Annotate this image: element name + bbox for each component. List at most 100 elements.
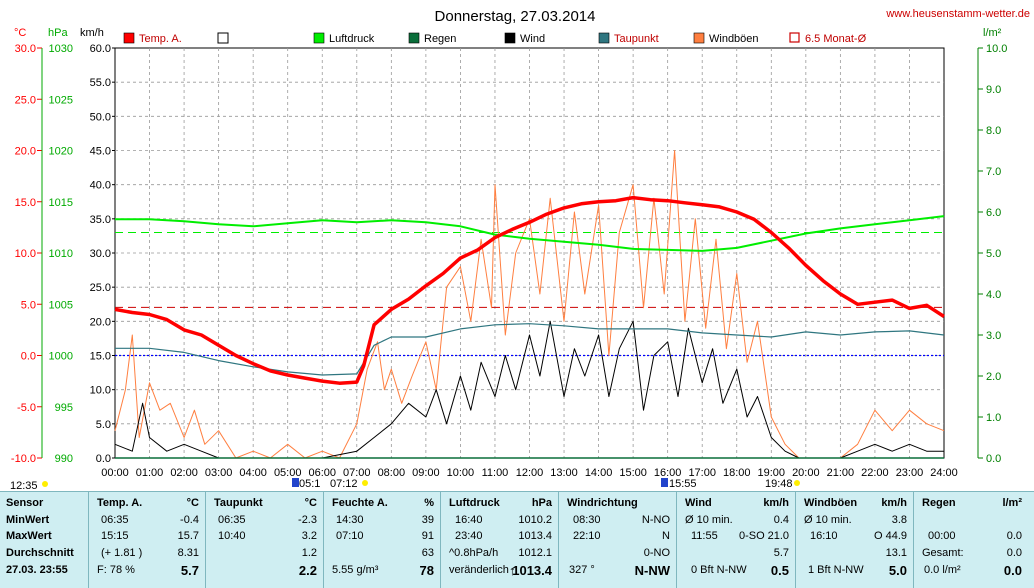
hum-max: 91 xyxy=(421,530,434,542)
hum-unit: % xyxy=(424,497,434,509)
x-tick-label: 20:00 xyxy=(792,467,820,479)
stats-col-wind: Wind km/h Ø 10 min. 0.4 11:55 0-SO 21.0 … xyxy=(676,492,795,588)
gust-unit: km/h xyxy=(881,497,907,509)
legend-label: Regen xyxy=(424,33,456,45)
rain-max-time: 00:00 xyxy=(928,530,956,542)
legend-swatch xyxy=(408,32,420,44)
rain-tick-label: 6.0 xyxy=(986,207,1001,219)
x-tick-label: 06:00 xyxy=(308,467,336,479)
sun-icon xyxy=(794,480,800,486)
rain-max: 0.0 xyxy=(1006,530,1022,542)
rain-unit-label: l/m² xyxy=(983,27,1002,39)
hum-cur-note: 5.55 g/m³ xyxy=(332,564,379,576)
kmh-tick-label: 55.0 xyxy=(90,77,111,89)
rain-tick-label: 3.0 xyxy=(986,330,1001,342)
x-tick-label: 07:00 xyxy=(343,467,371,479)
hpa-tick-label: 990 xyxy=(55,453,73,465)
x-tick-label: 01:00 xyxy=(136,467,164,479)
stats-col-sensor: Sensor MinWert MaxWert Durchschnitt 27.0… xyxy=(0,492,88,588)
wind-max-time: 11:55 xyxy=(691,530,718,542)
dew-header: Taupunkt xyxy=(214,497,263,509)
chart-legend: Temp. A. Luftdruck Regen Wind Taupunkt Windbö… xyxy=(123,32,867,45)
kmh-tick-label: 40.0 xyxy=(90,180,111,192)
site-url[interactable]: www.heusenstamm-wetter.de xyxy=(885,8,1030,20)
hum-header: Feuchte A. xyxy=(332,497,388,509)
gust-min: 3.8 xyxy=(891,514,907,526)
stats-row-avg: Durchschnitt xyxy=(6,547,74,559)
wind-avg: 5.7 xyxy=(773,547,789,559)
stats-col-pressure: Luftdruck hPa 16:40 1010.2 23:40 1013.4 … xyxy=(440,492,558,588)
kmh-tick-label: 20.0 xyxy=(90,316,111,328)
rain-unit: l/m² xyxy=(1002,497,1022,509)
sun-icon xyxy=(362,480,368,486)
temp-tick-label: 0.0 xyxy=(21,351,36,363)
temp-cur-note: F: 78 % xyxy=(97,564,135,576)
x-tick-label: 12:00 xyxy=(516,467,544,479)
press-trend-arrow-icon: ↑ xyxy=(509,563,516,578)
legend-swatch xyxy=(504,32,516,44)
wind-min-note: Ø 10 min. xyxy=(685,514,733,526)
temp-current: 5.7 xyxy=(180,563,199,578)
x-tick-label: 21:00 xyxy=(827,467,855,479)
legend-label: Windböen xyxy=(709,33,759,45)
kmh-tick-label: 30.0 xyxy=(90,248,111,260)
press-unit: hPa xyxy=(531,497,552,509)
press-max-time: 23:40 xyxy=(455,530,483,542)
press-header: Luftdruck xyxy=(449,497,500,509)
wind-unit: km/h xyxy=(763,497,789,509)
gust-current: 5.0 xyxy=(888,563,907,578)
rain-tick-label: 4.0 xyxy=(986,289,1001,301)
dir-min: N-NO xyxy=(641,514,670,526)
pressure-series-line xyxy=(115,215,945,252)
dew-current: 2.2 xyxy=(298,563,317,578)
kmh-tick-label: 35.0 xyxy=(90,214,111,226)
temp-avg-note: (+ 1.81 ) xyxy=(101,547,143,559)
rain-tick-label: 7.0 xyxy=(986,166,1001,178)
x-tick-label: 08:00 xyxy=(378,467,406,479)
weather-chart: Donnerstag, 27.03.2014 www.heusenstamm-w… xyxy=(10,8,1030,491)
hpa-tick-label: 1030 xyxy=(49,43,73,55)
press-avg: 1012.1 xyxy=(518,547,552,559)
x-tick-label: 19:00 xyxy=(758,467,786,479)
temp-max-time: 15:15 xyxy=(101,530,129,542)
dir-max: N xyxy=(662,530,670,542)
moonrise-time: 12:35 xyxy=(10,480,38,491)
dew-min-time: 06:35 xyxy=(218,514,246,526)
legend-label: Temp. A. xyxy=(139,33,182,45)
rain-header: Regen xyxy=(922,497,956,509)
temp-max: 15.7 xyxy=(177,530,199,542)
gust-avg: 13.1 xyxy=(885,547,907,559)
sunset-time: 19:48 xyxy=(765,478,793,490)
hpa-tick-label: 1005 xyxy=(49,299,73,311)
x-tick-label: 22:00 xyxy=(861,467,889,479)
legend-swatch xyxy=(217,32,229,44)
x-tick-label: 11:00 xyxy=(482,467,509,479)
hpa-tick-label: 1000 xyxy=(49,351,73,363)
temp-min: -0.4 xyxy=(180,514,199,526)
legend-swatch xyxy=(789,32,800,43)
dir-header: Windrichtung xyxy=(567,497,638,509)
kmh-tick-label: 25.0 xyxy=(90,282,111,294)
x-tick-label: 17:00 xyxy=(688,467,716,479)
x-tick-label: 04:00 xyxy=(239,467,267,479)
sun-icon xyxy=(42,481,48,487)
legend-label: 6.5 Monat-Ø xyxy=(805,33,867,45)
x-tick-label: 16:00 xyxy=(654,467,682,479)
x-tick-label: 03:00 xyxy=(205,467,233,479)
stats-row-max: MaxWert xyxy=(6,530,52,542)
hum-current: 78 xyxy=(419,563,434,578)
rain-tick-label: 10.0 xyxy=(986,43,1007,55)
moon-icon xyxy=(292,478,299,487)
legend-swatch xyxy=(123,32,135,44)
stats-col-gust: Windböen km/h Ø 10 min. 3.8 16:10 O 44.9… xyxy=(795,492,913,588)
dir-cur-note: 327 ° xyxy=(569,564,595,576)
press-avg-note: ^0.8hPa/h xyxy=(449,547,499,559)
sunrise-time-2: 07:12 xyxy=(330,478,358,490)
temp-tick-label: 10.0 xyxy=(15,248,36,260)
stats-header-sensor: Sensor xyxy=(6,497,44,509)
press-cur-note: veränderlich xyxy=(449,564,509,576)
temperature-series-line xyxy=(114,195,945,385)
stats-col-winddir: Windrichtung 08:30 N-NO 22:10 N 0-NO 327… xyxy=(558,492,676,588)
dew-max: 3.2 xyxy=(301,530,317,542)
legend-swatch xyxy=(313,32,325,44)
